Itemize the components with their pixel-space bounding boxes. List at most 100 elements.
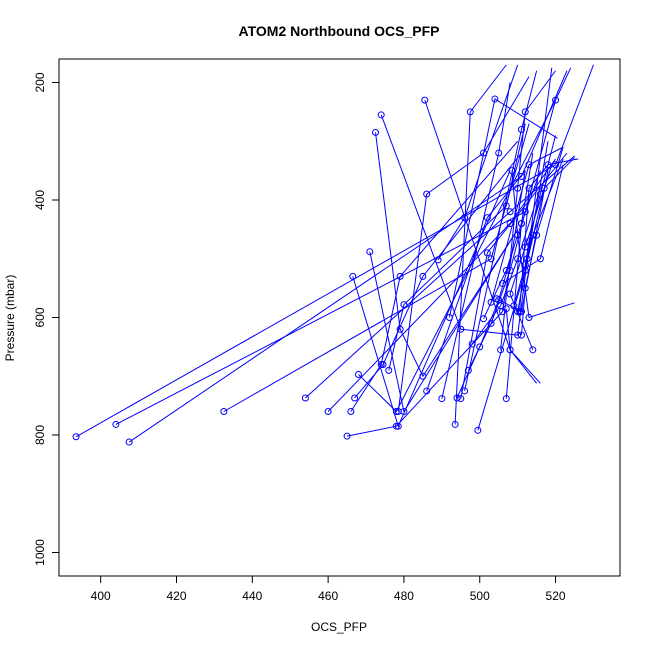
data-point <box>349 272 357 280</box>
profile-line <box>505 308 541 384</box>
plot-frame <box>58 58 621 577</box>
data-point <box>521 284 529 292</box>
data-point <box>491 95 499 103</box>
profile-line <box>115 99 557 425</box>
data-point <box>517 308 525 316</box>
y-tick-label: 600 <box>33 307 47 327</box>
data-point <box>483 249 491 257</box>
data-point <box>536 190 544 198</box>
data-point <box>372 128 380 136</box>
y-tick-label: 800 <box>33 425 47 445</box>
data-point <box>366 248 374 256</box>
data-point <box>392 422 400 430</box>
profile-line <box>520 146 564 336</box>
y-tick-label: 1000 <box>33 539 47 566</box>
data-point <box>533 231 541 239</box>
profile-line <box>380 67 553 336</box>
data-point <box>72 433 80 441</box>
data-point <box>521 261 529 269</box>
data-point <box>514 231 522 239</box>
profile-line <box>352 170 511 428</box>
profile-line <box>397 76 530 412</box>
data-point <box>487 255 495 263</box>
data-point <box>445 314 453 321</box>
y-axis: 200 400 600 800 1000 <box>33 72 59 566</box>
x-tick-label: 500 <box>470 589 490 603</box>
data-point <box>514 308 522 316</box>
data-point <box>419 372 427 380</box>
profile-line <box>358 67 572 413</box>
data-point <box>392 408 400 415</box>
profile-line <box>375 132 519 378</box>
x-tick-label: 460 <box>318 589 338 603</box>
profile-line <box>502 164 564 284</box>
data-point <box>396 272 404 280</box>
data-point <box>324 408 332 415</box>
data-point <box>394 408 402 415</box>
data-point <box>379 361 387 368</box>
data-point <box>421 96 429 104</box>
profile-line <box>437 64 519 261</box>
data-point <box>434 256 442 264</box>
data-point <box>497 346 505 354</box>
data-point <box>483 214 491 222</box>
data-point <box>540 184 548 192</box>
profile-line <box>369 234 515 413</box>
profile-line <box>471 188 541 345</box>
profile-line <box>223 123 530 412</box>
data-point <box>468 340 476 348</box>
data-point <box>502 305 510 313</box>
data-point <box>517 126 525 133</box>
data-point <box>377 111 385 119</box>
profile-line <box>464 70 538 392</box>
profile-line <box>75 64 594 438</box>
x-axis: 400 420 440 460 480 500 520 <box>91 576 566 603</box>
profile-line <box>346 170 526 437</box>
data-point <box>506 290 514 298</box>
profile-line <box>388 123 526 371</box>
profile-line <box>426 170 526 392</box>
data-point <box>536 255 544 263</box>
data-point <box>514 255 522 263</box>
profile-line <box>509 164 553 351</box>
profile-line <box>354 152 522 399</box>
profile-line <box>454 64 507 425</box>
x-tick-label: 400 <box>91 589 111 603</box>
data-point <box>451 420 459 428</box>
data-point <box>514 331 522 339</box>
data-point <box>502 395 510 403</box>
data-point <box>495 149 503 157</box>
data-point <box>544 161 552 169</box>
data-point <box>343 432 351 440</box>
data-point <box>516 308 524 316</box>
profile-line <box>496 170 549 313</box>
data-point <box>301 394 309 402</box>
data-point <box>461 387 469 395</box>
x-tick-label: 520 <box>546 589 566 603</box>
data-point <box>419 272 427 280</box>
data-point <box>506 267 514 274</box>
profile-line <box>490 146 564 303</box>
x-tick-label: 440 <box>242 589 262 603</box>
y-axis-label: Pressure (mbar) <box>3 275 17 362</box>
data-point <box>521 243 529 251</box>
data-point <box>514 184 522 192</box>
data-point <box>466 108 474 116</box>
x-axis-label: OCS_PFP <box>311 620 367 634</box>
data-point <box>480 315 488 323</box>
profile-line <box>448 98 558 318</box>
data-point <box>347 408 355 415</box>
y-tick-label: 400 <box>33 190 47 210</box>
data-point <box>521 208 529 216</box>
data-point <box>502 202 510 210</box>
data-point <box>487 298 495 306</box>
data-point <box>487 319 495 327</box>
profile-line <box>456 246 515 399</box>
profile-line <box>350 140 519 412</box>
data-point <box>525 161 533 169</box>
x-tick-label: 480 <box>394 589 414 603</box>
data-point <box>525 314 533 321</box>
data-point <box>506 208 514 216</box>
data-point <box>112 420 120 428</box>
